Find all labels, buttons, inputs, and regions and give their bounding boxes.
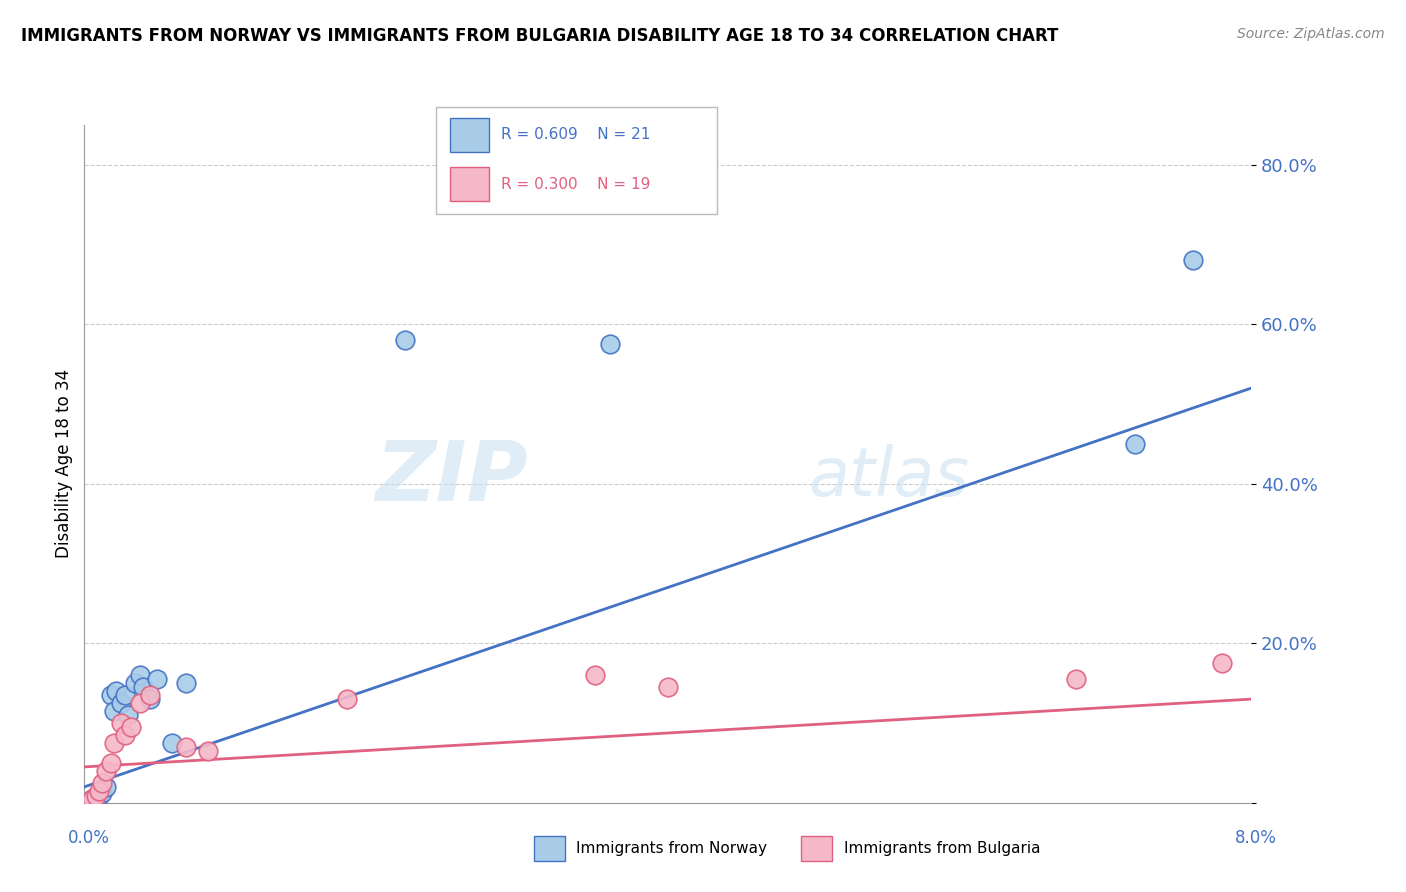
Point: [139, 688, 162, 702]
Point: [84, 789, 107, 804]
Point: [336, 692, 359, 706]
Point: [90, 786, 112, 800]
Point: [132, 680, 155, 694]
Point: [103, 736, 125, 750]
Point: [1211, 657, 1233, 671]
Point: [80, 792, 103, 806]
Point: [176, 676, 198, 690]
Point: [599, 337, 621, 351]
Point: [110, 696, 132, 710]
Point: [87, 784, 110, 798]
Point: [146, 672, 169, 686]
FancyBboxPatch shape: [450, 118, 489, 152]
Point: [87, 789, 110, 804]
Text: R = 0.609    N = 21: R = 0.609 N = 21: [501, 128, 650, 143]
Point: [103, 704, 125, 718]
Point: [176, 739, 198, 754]
Point: [128, 668, 150, 682]
Point: [114, 688, 136, 702]
Point: [1066, 672, 1088, 686]
Text: R = 0.300    N = 19: R = 0.300 N = 19: [501, 177, 650, 192]
Text: 8.0%: 8.0%: [1234, 829, 1277, 847]
Point: [80, 792, 103, 806]
Point: [124, 676, 146, 690]
Text: Source: ZipAtlas.com: Source: ZipAtlas.com: [1237, 27, 1385, 41]
Point: [394, 333, 416, 347]
Text: ZIP: ZIP: [375, 437, 527, 518]
Y-axis label: Disability Age 18 to 34: Disability Age 18 to 34: [55, 369, 73, 558]
Point: [117, 708, 139, 723]
Text: Immigrants from Norway: Immigrants from Norway: [576, 841, 768, 855]
Point: [114, 728, 136, 742]
Point: [120, 720, 142, 734]
Point: [96, 780, 118, 794]
Point: [90, 776, 112, 790]
Point: [139, 692, 162, 706]
Text: atlas: atlas: [808, 444, 969, 510]
Point: [657, 680, 679, 694]
Point: [105, 684, 128, 698]
Point: [1123, 437, 1146, 451]
Point: [100, 756, 122, 770]
Point: [100, 688, 122, 702]
Point: [1181, 253, 1204, 268]
Point: [197, 744, 219, 758]
Point: [128, 696, 150, 710]
Text: IMMIGRANTS FROM NORWAY VS IMMIGRANTS FROM BULGARIA DISABILITY AGE 18 TO 34 CORRE: IMMIGRANTS FROM NORWAY VS IMMIGRANTS FRO…: [21, 27, 1059, 45]
Point: [96, 764, 118, 778]
Point: [583, 668, 606, 682]
FancyBboxPatch shape: [436, 107, 717, 214]
Text: Immigrants from Bulgaria: Immigrants from Bulgaria: [844, 841, 1040, 855]
Point: [110, 716, 132, 731]
Point: [160, 736, 183, 750]
Text: 0.0%: 0.0%: [67, 829, 110, 847]
FancyBboxPatch shape: [450, 167, 489, 202]
